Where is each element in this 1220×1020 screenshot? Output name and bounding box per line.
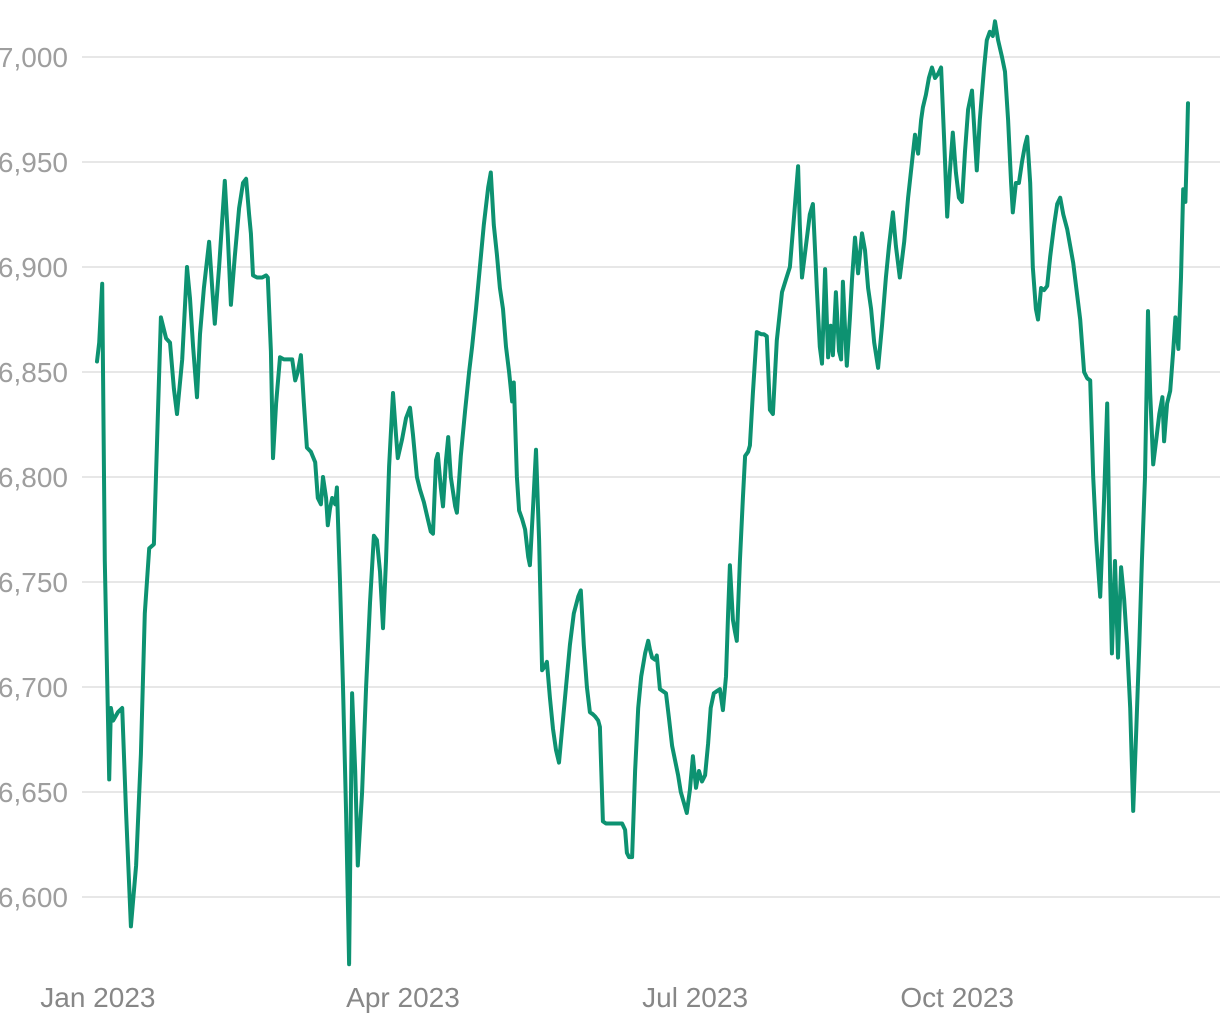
y-axis-labels: 6,600 6,650 6,700 6,750 6,800 6,850 6,900 6,950… <box>0 42 68 913</box>
x-axis-labels: Jan 2023 Apr 2023 Jul 2023 Oct 2023 <box>40 982 1014 1013</box>
x-axis-label: Jan 2023 <box>40 982 155 1013</box>
x-axis-label: Apr 2023 <box>346 982 460 1013</box>
y-axis-label: 6,900 <box>0 252 68 283</box>
y-axis-label: 6,850 <box>0 357 68 388</box>
price-line <box>95 19 1190 967</box>
x-axis-label: Jul 2023 <box>642 982 748 1013</box>
gridlines <box>82 56 1220 898</box>
series-index-level <box>95 19 1190 967</box>
y-axis-label: 6,750 <box>0 567 68 598</box>
y-axis-label: 6,950 <box>0 147 68 178</box>
y-axis-label: 6,600 <box>0 882 68 913</box>
y-axis-label: 7,000 <box>0 42 68 73</box>
y-axis-label: 6,650 <box>0 777 68 808</box>
y-axis-label: 6,700 <box>0 672 68 703</box>
y-axis-label: 6,800 <box>0 462 68 493</box>
x-axis-label: Oct 2023 <box>900 982 1014 1013</box>
